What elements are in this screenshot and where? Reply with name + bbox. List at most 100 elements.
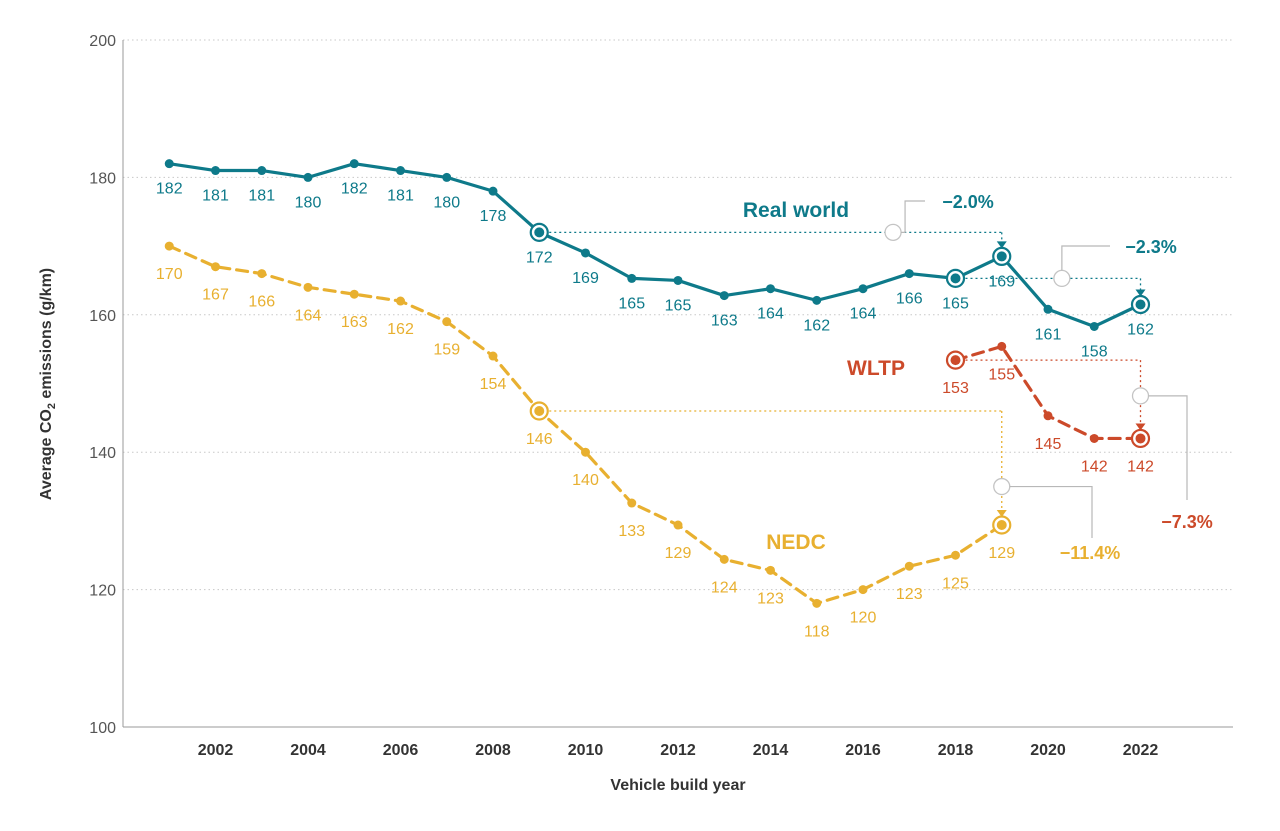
guide-arrow-rw1 [996,241,1007,249]
nedc-point-2009 [534,405,545,416]
real-world-label-2017: 166 [896,291,923,308]
series-name-nedc: NEDC [766,531,826,554]
nedc-point-2007 [442,317,452,327]
pct-wltp-2018-2022: −7.3% [1161,512,1213,532]
real-world-label-2004: 180 [295,194,322,211]
real-world-point-2004 [303,172,313,182]
x-axis: 2002 2004 2006 2008 2010 2012 2014 2016 2018 2020… [123,726,1233,759]
nedc-point-2008 [488,351,498,361]
nedc-label-2009: 146 [526,431,553,448]
nedc-label-2016: 120 [850,610,877,627]
real-world-label-2008: 178 [480,208,507,225]
nedc-label-2010: 140 [572,472,599,489]
nedc-label-2013: 124 [711,579,738,596]
real-world-point-2012 [673,275,683,285]
nedc-label-2015: 118 [804,623,830,640]
real-world-point-2002 [211,166,220,176]
x-tick-2022: 2022 [1123,742,1159,759]
nedc-label-2005: 163 [341,314,368,331]
nedc-label-2002: 167 [202,287,229,304]
y-tick-120: 120 [89,583,116,600]
nedc-point-2003 [257,269,267,279]
y-tick-100: 100 [89,720,116,737]
x-tick-2006: 2006 [383,742,419,759]
wltp-label-2020: 145 [1035,436,1062,453]
wltp-line [953,344,1143,441]
nedc-label-2008: 154 [480,376,507,393]
callout-line-rw2 [1061,245,1110,271]
x-tick-2020: 2020 [1030,742,1066,759]
x-tick-2004: 2004 [290,742,326,759]
nedc-point-2011 [627,498,637,508]
nedc-label-2003: 166 [248,294,275,311]
real-world-label-2016: 164 [850,306,877,323]
x-axis-title: Vehicle build year [610,777,745,794]
ghost-circle-rw1 [884,223,902,242]
real-world-label-2020: 161 [1035,326,1062,343]
nedc-point-2004 [303,282,313,292]
wltp-point-2021 [1089,433,1099,443]
guide-arrow-rw2 [1135,289,1146,297]
real-world-point-2017 [904,269,914,279]
y-axis-title: Average CO2 emissions (g/km) [38,268,58,500]
wltp-point-2018 [950,355,961,366]
nedc-label-2017: 123 [896,586,923,603]
x-tick-2018: 2018 [938,742,974,759]
real-world-point-2013 [719,291,729,301]
real-world-point-2014 [766,284,775,294]
real-world-label-2015: 162 [803,317,830,334]
real-world-point-2022 [1135,299,1146,310]
real-world-point-2010 [581,248,590,258]
nedc-point-2018 [951,550,960,560]
wltp-label-2021: 142 [1081,458,1108,475]
real-world-label-2007: 180 [433,194,460,211]
y-tick-200: 200 [89,33,116,50]
real-world-label-2022: 162 [1127,321,1154,338]
real-world-label-2002: 181 [202,188,229,205]
y-axis-title-sub: 2 [46,403,58,409]
nedc-label-2012: 129 [665,545,692,562]
nedc-label-2014: 123 [757,590,784,607]
y-tick-140: 140 [89,445,116,462]
nedc-point-2014 [766,565,775,575]
nedc-point-2006 [396,296,405,306]
nedc-point-2017 [904,561,914,571]
nedc-point-2002 [211,262,220,272]
guide-arrow-nedc [996,510,1007,518]
callout-line-nedc [1009,485,1093,538]
real-world-point-2001 [164,159,174,169]
real-world-label-2001: 182 [156,181,183,198]
nedc-line [167,244,1004,605]
callout-line-rw1 [901,200,925,233]
wltp-point-2022 [1135,433,1146,444]
x-tick-2012: 2012 [660,742,696,759]
pct-real-world-2009-2019: −2.0% [942,192,994,212]
ghost-circle-nedc [993,477,1011,496]
nedc-label-2019: 129 [988,545,1015,562]
real-world-label-2011: 165 [618,295,645,312]
real-world-point-2009 [534,227,545,238]
series-name-real-world: Real world [743,199,849,222]
annotation-guides [539,200,1188,538]
real-world-point-2005 [349,159,359,169]
guide-arrow-wltp [1135,423,1146,431]
x-tick-2002: 2002 [198,742,234,759]
ghost-circle-wltp [1131,387,1150,405]
nedc-point-2016 [858,585,868,595]
nedc-label-2007: 159 [433,342,460,359]
x-tick-2014: 2014 [753,742,789,759]
real-world-label-2021: 158 [1081,343,1108,360]
nedc-label-2001: 170 [156,266,183,283]
callout-line-wltp [1148,395,1188,500]
y-axis-title-suffix: emissions (g/km) [38,268,55,403]
nedc-label-2006: 162 [387,321,414,338]
y-tick-160: 160 [89,308,116,325]
wltp-label-2018: 153 [942,380,969,397]
x-tick-2016: 2016 [845,742,881,759]
real-world-label-2009: 172 [526,249,553,266]
nedc-point-2015 [812,598,822,608]
real-world-point-2007 [442,172,452,182]
data-labels: 182 181 181 180 182 181 180 178 172 169 165 165 163 1… [156,181,1154,641]
real-world-point-2019 [996,251,1007,262]
